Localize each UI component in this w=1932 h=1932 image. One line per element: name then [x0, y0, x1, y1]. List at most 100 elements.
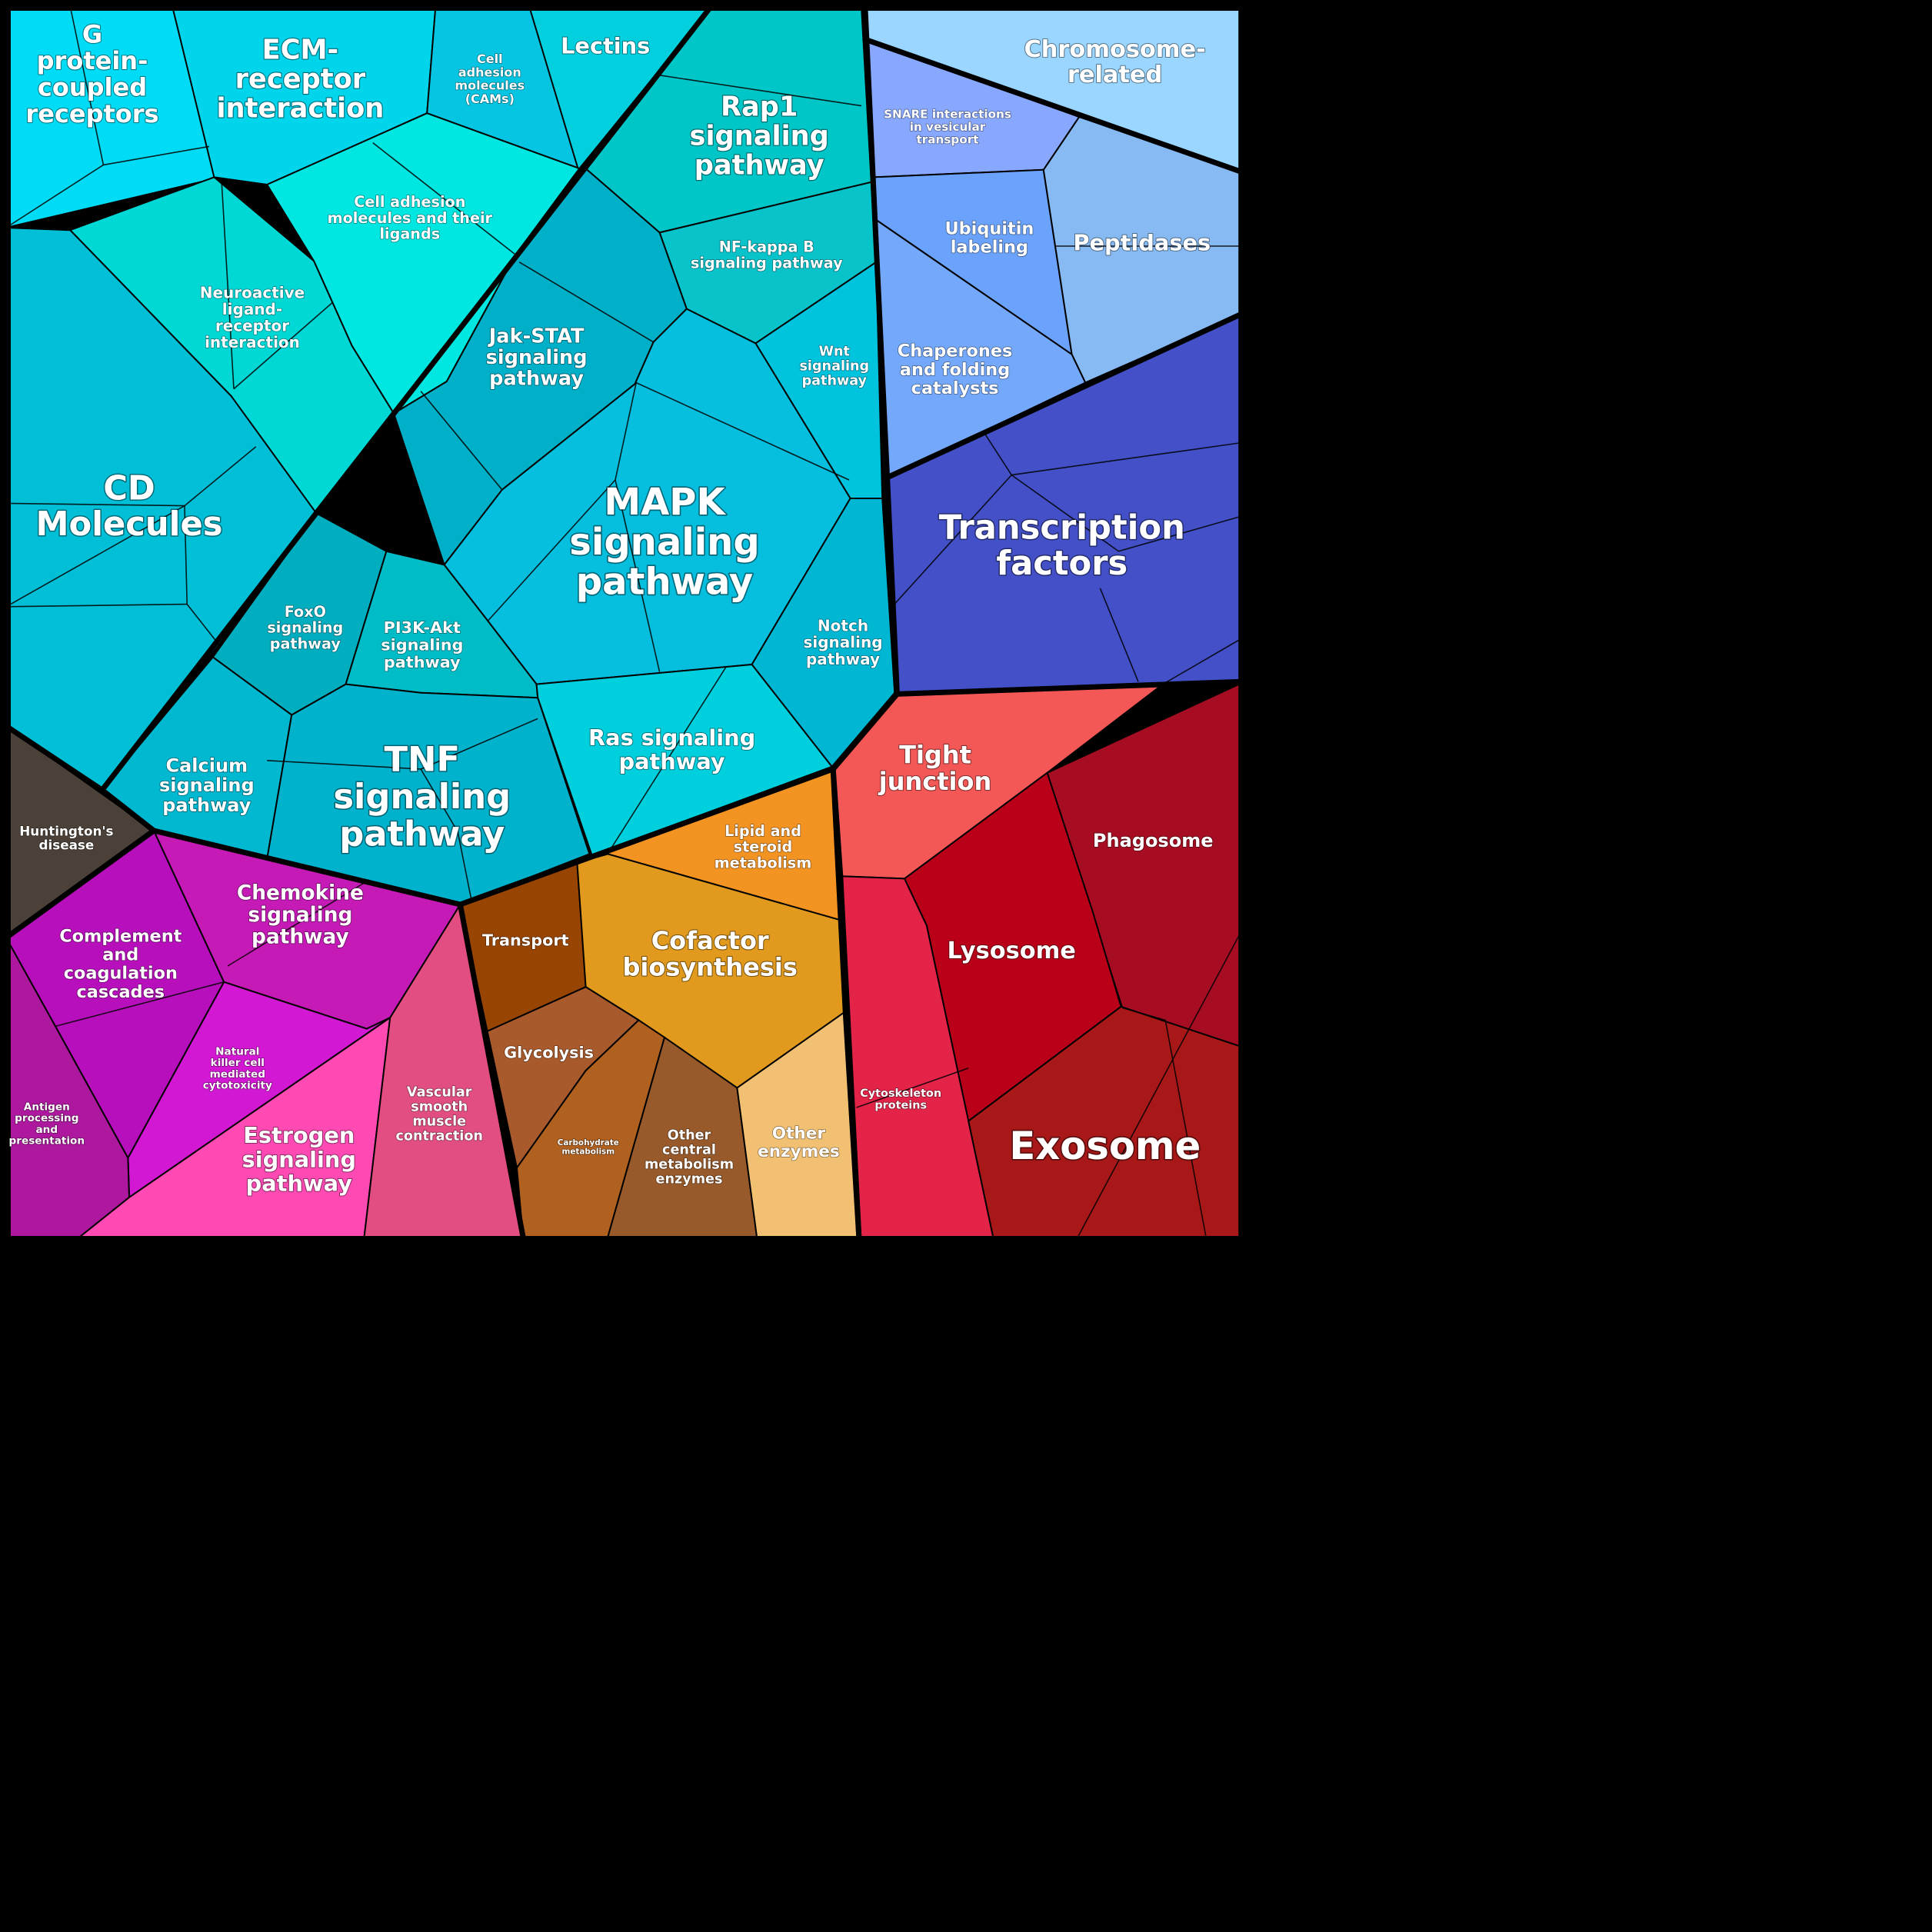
subregion-line	[615, 382, 637, 481]
label-cofactor: Cofactor biosynthesis	[623, 926, 798, 982]
category-boundary	[884, 312, 1242, 481]
label-line: TNF	[384, 739, 460, 780]
label-cd: CD Molecules	[36, 469, 223, 544]
label-complement: Complement and coagulation cascades	[59, 926, 182, 1002]
label-line: Carbohydrate	[558, 1138, 619, 1148]
region-exosome	[968, 1005, 1241, 1237]
label-other-enzymes: Other enzymes	[758, 1124, 840, 1161]
label-line: signaling pathway	[691, 254, 843, 271]
subregion-line	[227, 879, 370, 967]
subregion-line	[1162, 639, 1240, 685]
category-boundaries	[3, 3, 1242, 1240]
label-snare: SNARE interactions in vesicular transport	[884, 108, 1011, 147]
label-line: ligands	[379, 225, 440, 243]
subregion-line	[184, 505, 188, 605]
subregion-line	[658, 74, 862, 107]
label-line: receptor	[235, 64, 366, 95]
label-wnt: Wnt signaling pathway	[799, 344, 869, 388]
label-line: pathway	[802, 373, 868, 388]
label-line: transport	[917, 133, 979, 147]
label-line: pathway	[246, 1170, 352, 1196]
subregion-line	[186, 604, 220, 645]
label-line: Other	[668, 1128, 711, 1144]
label-notch: Notch signaling pathway	[803, 617, 882, 668]
label-cams: Cell adhesion molecules (CAMs)	[455, 52, 525, 106]
label-line: Chemokine	[237, 881, 364, 905]
subregion-line	[1099, 588, 1139, 682]
label-jak: Jak-STAT signaling pathway	[486, 325, 588, 390]
label-line: Molecules	[36, 505, 223, 544]
label-line: central	[662, 1143, 716, 1158]
label-rap1: Rap1 signaling pathway	[690, 91, 829, 181]
label-line: Ras signaling	[588, 724, 755, 751]
label-other-central: Other central metabolism enzymes	[645, 1128, 734, 1188]
label-line: and	[36, 1124, 58, 1136]
label-ras: Ras signaling pathway	[588, 724, 755, 774]
subregion-line	[1121, 1007, 1207, 1237]
label-line: signaling	[248, 903, 352, 927]
subregion-line	[1011, 442, 1240, 476]
category-boundary	[3, 3, 715, 793]
label-glycolysis: Glycolysis	[504, 1043, 594, 1061]
label-phagosome: Phagosome	[1093, 830, 1214, 851]
label-line: signaling	[690, 120, 829, 152]
label-line: FoxO	[285, 603, 326, 621]
label-line: coupled	[38, 73, 147, 102]
subregion-line	[5, 603, 188, 608]
category-boundary	[830, 766, 862, 1240]
label-line: pathway	[695, 149, 824, 181]
label-line: receptor	[215, 317, 289, 335]
label-line: Notch	[818, 617, 868, 635]
label-line: pathway	[384, 653, 461, 671]
label-line: ligand-	[222, 300, 282, 318]
subregion-line	[69, 5, 105, 165]
label-line: related	[1068, 62, 1162, 88]
label-line: SNARE interactions	[884, 108, 1011, 122]
subregion-line	[856, 1068, 969, 1108]
label-line: signaling	[803, 633, 882, 651]
label-line: pathway	[251, 925, 349, 949]
label-ecm: ECM-receptor interaction	[216, 35, 384, 125]
label-line: signaling	[569, 521, 759, 564]
label-line: Exosome	[1009, 1124, 1201, 1168]
label-line: pathway	[806, 650, 880, 668]
label-line: signaling	[333, 776, 511, 817]
subregion-line	[221, 179, 235, 389]
label-line: metabolism	[645, 1158, 734, 1173]
label-lipid: Lipid and steroid metabolism	[715, 822, 812, 872]
label-line: factors	[996, 545, 1128, 583]
subregion-line	[984, 432, 1012, 476]
label-vascular: Vascular smooth muscle contraction	[395, 1085, 482, 1144]
label-line: Peptidases	[1073, 229, 1211, 255]
label-chromosome: Chromosome-related	[1024, 36, 1205, 88]
label-line: pathway	[618, 748, 724, 774]
label-line: receptors	[25, 99, 158, 128]
label-tight: Tight junction	[878, 740, 992, 796]
label-huntington: Huntington's disease	[19, 823, 113, 852]
label-line: proteins	[874, 1100, 927, 1112]
label-line: Other	[772, 1124, 826, 1144]
subregion-line	[615, 479, 661, 672]
label-line: Antigen	[24, 1101, 70, 1114]
label-line: Chromosome-	[1024, 36, 1205, 63]
label-line: biosynthesis	[623, 953, 798, 982]
subregion-line	[55, 981, 225, 1028]
label-tnf: TNF signaling pathway	[333, 739, 511, 854]
label-line: pathway	[576, 561, 753, 604]
label-line: enzymes	[758, 1142, 840, 1161]
label-line: steroid	[734, 838, 793, 856]
subregion-line	[420, 391, 503, 491]
label-line: (CAMs)	[465, 92, 515, 106]
label-line: contraction	[395, 1129, 482, 1144]
label-line: molecules and their	[328, 209, 493, 227]
subregion-line	[103, 145, 210, 166]
label-line: interaction	[205, 333, 300, 351]
label-neuroactive: Neuroactive ligand-receptor interaction	[200, 283, 305, 351]
label-line: Glycolysis	[504, 1043, 594, 1061]
label-line: disease	[38, 838, 94, 853]
